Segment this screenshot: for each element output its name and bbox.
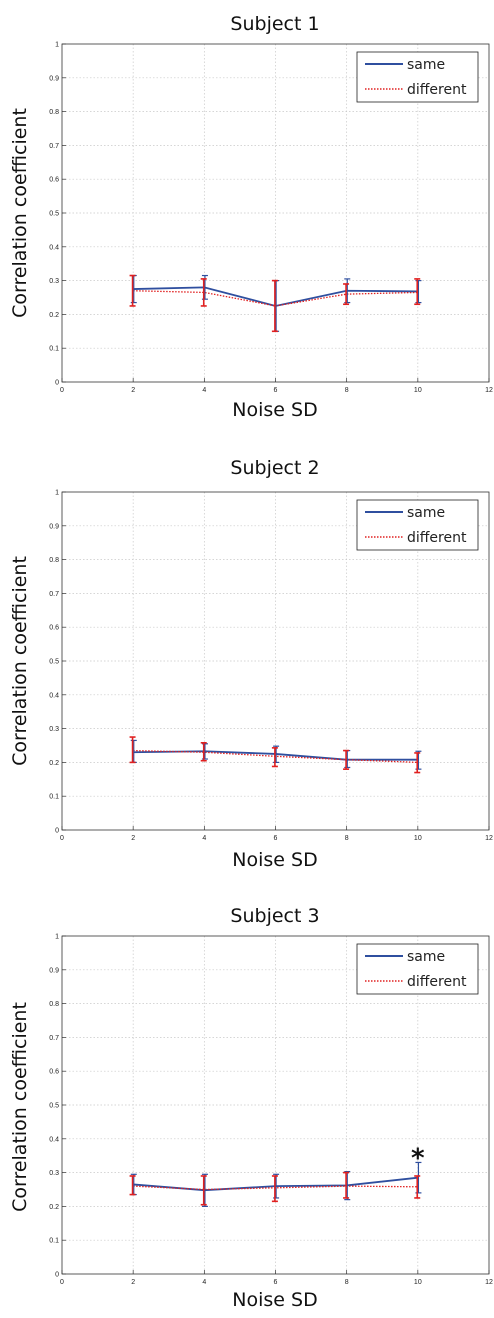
x-tick-label: 2 <box>131 387 135 394</box>
y-axis-label: Correlation coefficient <box>9 556 31 766</box>
y-tick-label: 0.9 <box>49 523 59 530</box>
y-tick-label: 0.9 <box>49 967 59 974</box>
x-tick-label: 6 <box>274 1279 278 1286</box>
y-tick-label: 0.4 <box>49 244 59 251</box>
y-tick-label: 0.6 <box>49 1069 59 1076</box>
x-tick-label: 6 <box>274 387 278 394</box>
y-tick-label: 1 <box>55 934 59 941</box>
y-tick-label: 0.3 <box>49 1170 59 1177</box>
y-axis-label: Correlation coefficient <box>9 1002 31 1212</box>
y-tick-label: 1 <box>55 42 59 49</box>
y-tick-label: 0.4 <box>49 692 59 699</box>
significance-annotation: * <box>411 1143 425 1173</box>
y-tick-label: 0 <box>55 828 59 835</box>
chart-title: Subject 1 <box>230 13 319 35</box>
y-tick-label: 1 <box>55 490 59 497</box>
x-tick-label: 0 <box>60 387 64 394</box>
y-tick-label: 0.6 <box>49 625 59 632</box>
y-tick-label: 0.3 <box>49 278 59 285</box>
x-tick-label: 8 <box>345 835 349 842</box>
x-tick-label: 2 <box>131 1279 135 1286</box>
x-tick-label: 0 <box>60 835 64 842</box>
y-axis-label: Correlation coefficient <box>9 108 31 318</box>
legend-box <box>356 51 479 103</box>
x-tick-label: 12 <box>485 835 493 842</box>
y-tick-label: 0.5 <box>49 659 59 666</box>
x-tick-label: 8 <box>345 1279 349 1286</box>
x-tick-label: 6 <box>274 835 278 842</box>
x-axis-label: Noise SD <box>232 399 317 421</box>
y-tick-label: 0.1 <box>49 794 59 801</box>
x-tick-label: 0 <box>60 1279 64 1286</box>
x-tick-label: 8 <box>345 387 349 394</box>
x-tick-label: 10 <box>414 1279 422 1286</box>
legend: same different <box>356 51 479 103</box>
legend-label-same: same <box>407 949 445 965</box>
x-tick-label: 4 <box>202 835 206 842</box>
y-tick-label: 0.4 <box>49 1136 59 1143</box>
x-tick-label: 4 <box>202 387 206 394</box>
plot-area: 0 2 4 6 8 10 12 0 0.1 0.2 0.3 0.4 0.5 0.6 0.7 0.8 0.9 1 <box>49 42 493 395</box>
plot-area: 0 2 4 6 8 10 12 0 0.1 0.2 0.3 0.4 0.5 0.6 0.7 0.8 0.9 1 * <box>49 934 493 1287</box>
y-tick-label: 0 <box>55 380 59 387</box>
y-tick-label: 0.1 <box>49 1238 59 1245</box>
y-tick-label: 0.2 <box>49 760 59 767</box>
y-tick-label: 0 <box>55 1272 59 1279</box>
y-tick-label: 0.3 <box>49 726 59 733</box>
x-tick-label: 12 <box>485 387 493 394</box>
legend-label-same: same <box>407 57 445 73</box>
legend-label-different: different <box>407 530 467 546</box>
x-tick-label: 10 <box>414 835 422 842</box>
y-tick-label: 0.2 <box>49 312 59 319</box>
y-tick-label: 0.2 <box>49 1204 59 1211</box>
y-tick-label: 0.7 <box>49 591 59 598</box>
legend: same different <box>356 943 479 995</box>
x-axis-label: Noise SD <box>232 849 317 871</box>
legend-label-different: different <box>407 974 467 990</box>
chart-title: Subject 3 <box>230 905 319 927</box>
y-tick-label: 0.5 <box>49 1103 59 1110</box>
y-tick-label: 0.1 <box>49 346 59 353</box>
y-tick-label: 0.9 <box>49 75 59 82</box>
chart-panel-subject-2: Subject 2 Correlation coefficient Noise … <box>9 457 493 871</box>
legend: same different <box>356 499 479 551</box>
chart-panel-subject-1: Subject 1 Correlation coefficient Noise … <box>9 13 493 421</box>
x-tick-label: 4 <box>202 1279 206 1286</box>
y-tick-label: 0.7 <box>49 1035 59 1042</box>
y-tick-label: 0.7 <box>49 143 59 150</box>
x-axis-label: Noise SD <box>232 1289 317 1311</box>
y-tick-label: 0.8 <box>49 557 59 564</box>
legend-box <box>356 499 479 551</box>
x-tick-label: 2 <box>131 835 135 842</box>
y-tick-label: 0.8 <box>49 1001 59 1008</box>
x-tick-label: 12 <box>485 1279 493 1286</box>
legend-box <box>356 943 479 995</box>
chart-panel-subject-3: Subject 3 Correlation coefficient Noise … <box>9 905 493 1311</box>
legend-label-same: same <box>407 505 445 521</box>
y-tick-label: 0.6 <box>49 177 59 184</box>
y-tick-label: 0.8 <box>49 109 59 116</box>
x-tick-label: 10 <box>414 387 422 394</box>
chart-title: Subject 2 <box>230 457 319 479</box>
legend-label-different: different <box>407 82 467 98</box>
y-tick-label: 0.5 <box>49 211 59 218</box>
